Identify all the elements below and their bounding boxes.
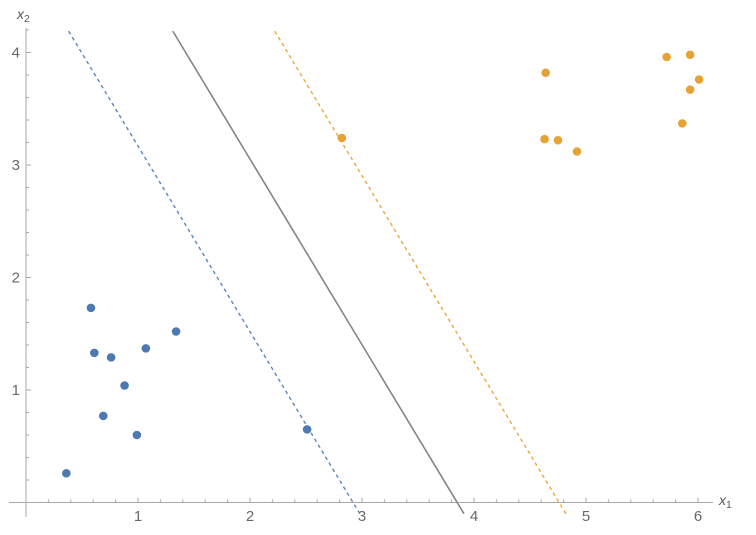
decision-boundary-line (172, 30, 465, 515)
data-point-class-blue (120, 381, 129, 390)
data-point-class-orange (685, 85, 695, 94)
axes (9, 28, 713, 517)
data-point-class-orange (553, 135, 563, 145)
data-point-class-blue (302, 425, 312, 434)
data-point-class-orange (678, 119, 687, 128)
margin-orange-line (274, 30, 567, 515)
data-point-class-blue (86, 303, 96, 313)
x-axis-label-subscript: 1 (726, 499, 732, 511)
x-axis-label-var: x (719, 492, 726, 508)
x-tick-label: 6 (694, 508, 702, 525)
y-axis-label-var: x (17, 6, 24, 22)
x-tick-label: 2 (246, 508, 254, 525)
y-tick-label: 2 (12, 270, 20, 287)
data-point-class-orange (540, 134, 549, 144)
data-point-class-orange (685, 50, 695, 60)
series-class-blue (62, 303, 312, 478)
data-point-class-orange (572, 147, 582, 156)
y-tick-label: 1 (12, 382, 20, 399)
data-point-class-orange (662, 52, 671, 62)
data-point-class-orange (694, 75, 704, 84)
y-tick-label: 3 (12, 157, 20, 174)
x-tick-label: 3 (358, 508, 366, 525)
separator-lines (68, 30, 567, 515)
series-class-orange (337, 50, 704, 156)
y-axis-label-subscript: 2 (24, 13, 30, 25)
data-point-class-blue (98, 411, 108, 421)
x-tick-label: 5 (582, 508, 590, 525)
margin-blue-line (68, 30, 361, 515)
data-point-class-orange (541, 68, 550, 78)
data-point-class-blue (132, 430, 142, 440)
data-point-class-orange (337, 133, 347, 143)
data-point-class-blue (90, 348, 99, 358)
y-axis-label: x2 (17, 6, 30, 27)
y-tick-label: 4 (12, 45, 20, 62)
x-tick-label: 1 (134, 508, 142, 525)
data-point-class-blue (62, 468, 71, 478)
axis-ticks: 1 2 3 4 5 6 1 2 3 4 (12, 29, 702, 525)
data-point-class-blue (141, 344, 151, 353)
x-axis-label: x1 (719, 492, 732, 513)
data-point-class-blue (106, 353, 116, 362)
x-tick-label: 4 (470, 508, 478, 525)
data-point-class-blue (171, 327, 181, 336)
